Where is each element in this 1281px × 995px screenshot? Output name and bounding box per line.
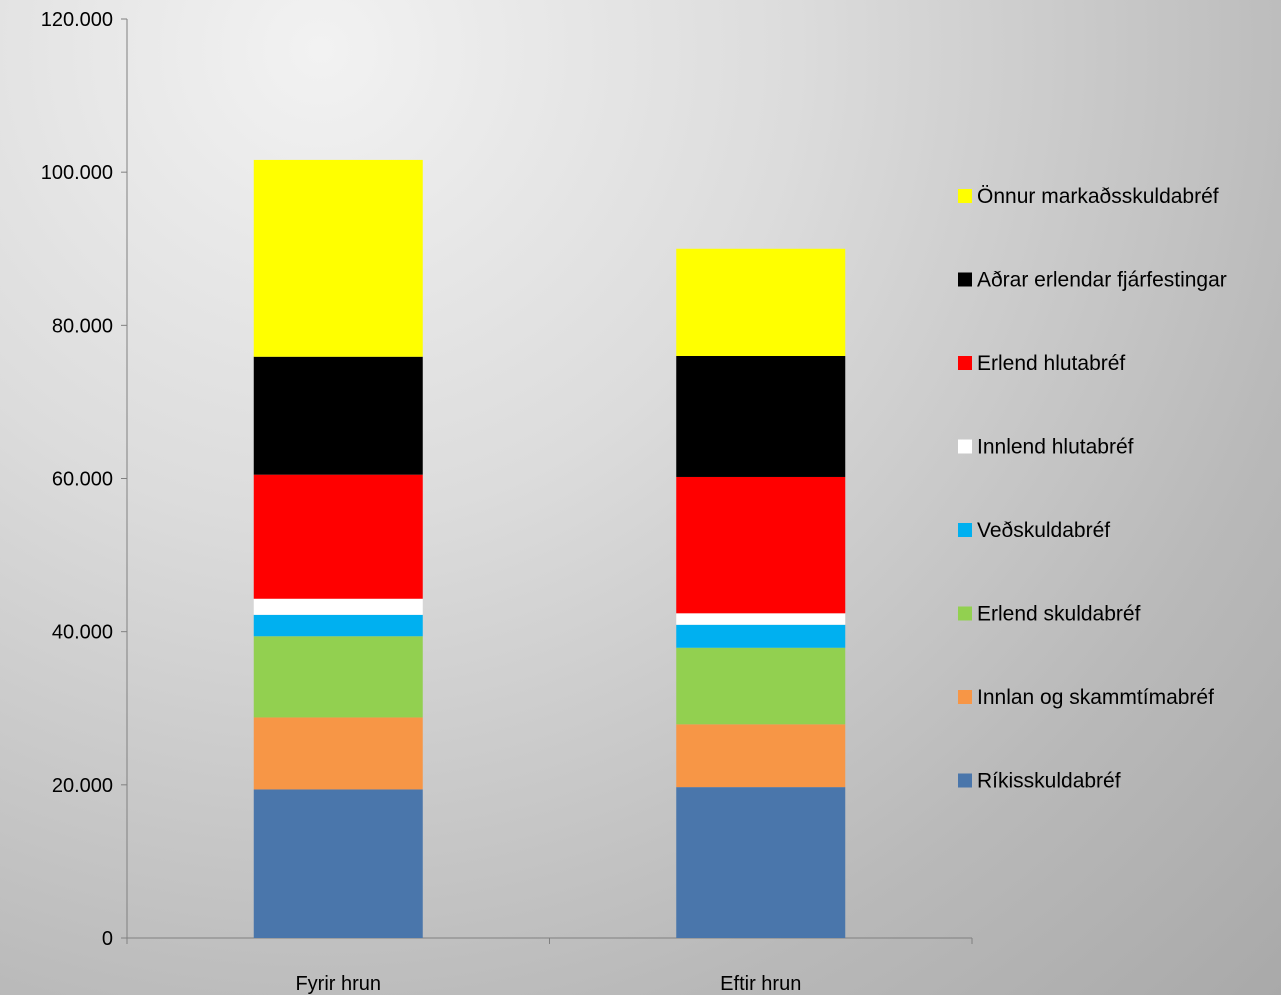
- legend-swatch: [958, 690, 972, 704]
- legend-label: Innlan og skammtímabréf: [977, 686, 1214, 709]
- legend-swatch: [958, 606, 972, 621]
- y-tick-label: 0: [102, 928, 113, 950]
- legend-label: Ríkisskuldabréf: [977, 770, 1121, 793]
- legend-swatch: [958, 272, 972, 287]
- bar-segment: [676, 355, 846, 477]
- legend-item: Ríkisskuldabréf: [958, 770, 1121, 793]
- legend-label: Veðskuldabréf: [977, 519, 1110, 542]
- legend: Önnur markaðsskuldabréf Aðrar erlendar fj…: [958, 185, 1227, 793]
- legend-swatch: [958, 189, 972, 203]
- bar-segment: [253, 356, 423, 475]
- y-tick-label: 60.000: [52, 469, 113, 491]
- legend-item: Erlend hlutabréf: [958, 352, 1125, 375]
- bar-segment: [676, 647, 846, 725]
- legend-item: Innlan og skammtímabréf: [958, 686, 1214, 709]
- x-category-label: Eftir hrun: [720, 973, 801, 995]
- bar-segment: [253, 636, 423, 718]
- bar-segment: [253, 159, 423, 357]
- y-tick-label: 80.000: [52, 315, 113, 337]
- bar-stack: [253, 159, 423, 938]
- legend-item: Erlend skuldabréf: [958, 603, 1141, 626]
- legend-label: Önnur markaðsskuldabréf: [977, 185, 1219, 208]
- y-tick-label: 100.000: [41, 162, 113, 184]
- legend-swatch: [958, 773, 972, 788]
- bars: [253, 159, 846, 938]
- legend-label: Aðrar erlendar fjárfestingar: [977, 269, 1227, 292]
- legend-swatch: [958, 439, 972, 454]
- bar-stack: [676, 248, 846, 938]
- bar-segment: [676, 248, 846, 356]
- bar-segment: [676, 613, 846, 625]
- y-tick-label: 120.000: [41, 9, 113, 31]
- legend-item: Aðrar erlendar fjárfestingar: [958, 269, 1227, 292]
- legend-swatch: [958, 523, 972, 537]
- x-axis: Fyrir hrun Eftir hrun: [126, 937, 973, 995]
- bar-segment: [253, 598, 423, 615]
- bar-segment: [676, 787, 846, 938]
- legend-label: Innlend hlutabréf: [977, 436, 1134, 459]
- bar-segment: [253, 614, 423, 637]
- bar-segment: [253, 474, 423, 599]
- bar-segment: [253, 717, 423, 790]
- legend-item: Innlend hlutabréf: [958, 436, 1134, 459]
- legend-label: Erlend hlutabréf: [977, 352, 1125, 375]
- bar-segment: [676, 476, 846, 614]
- y-axis: 0 20.000 40.000 60.000 80.000 100.000 120.000: [41, 9, 128, 950]
- bar-segment: [676, 624, 846, 648]
- legend-label: Erlend skuldabréf: [977, 603, 1141, 626]
- legend-item: Önnur markaðsskuldabréf: [958, 185, 1219, 208]
- bar-segment: [676, 724, 846, 788]
- bar-segment: [253, 789, 423, 938]
- y-tick-label: 40.000: [52, 622, 113, 644]
- x-category-label: Fyrir hrun: [295, 973, 381, 995]
- legend-item: Veðskuldabréf: [958, 519, 1110, 542]
- y-tick-label: 20.000: [52, 775, 113, 797]
- legend-swatch: [958, 356, 972, 370]
